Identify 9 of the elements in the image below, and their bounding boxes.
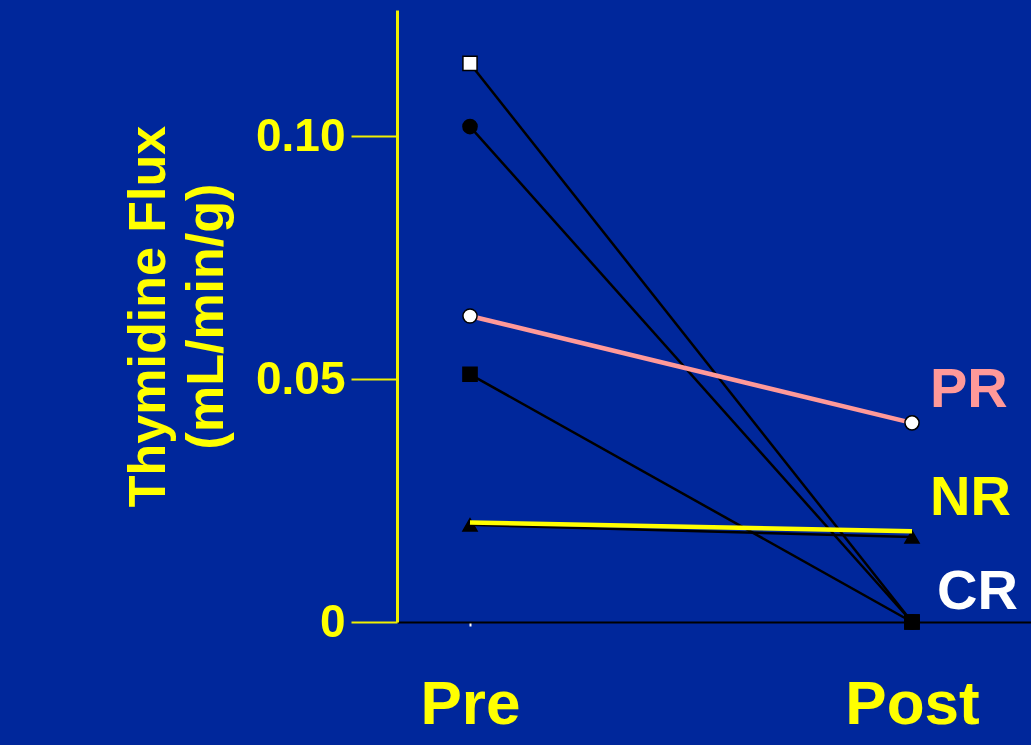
annotation: CR: [937, 558, 1018, 621]
x-tick-label: Post: [845, 667, 980, 737]
series-label: NR: [930, 464, 1011, 528]
y-tick-label: 0.10: [255, 108, 346, 161]
y-tick-label: 0.05: [255, 351, 346, 404]
y-axis-title: Thymidine Flux (mL/min/g): [117, 125, 234, 508]
y-tick-label: 0: [319, 594, 346, 647]
x-tick-label: Pre: [420, 667, 521, 737]
series-label: PR: [930, 355, 1008, 419]
